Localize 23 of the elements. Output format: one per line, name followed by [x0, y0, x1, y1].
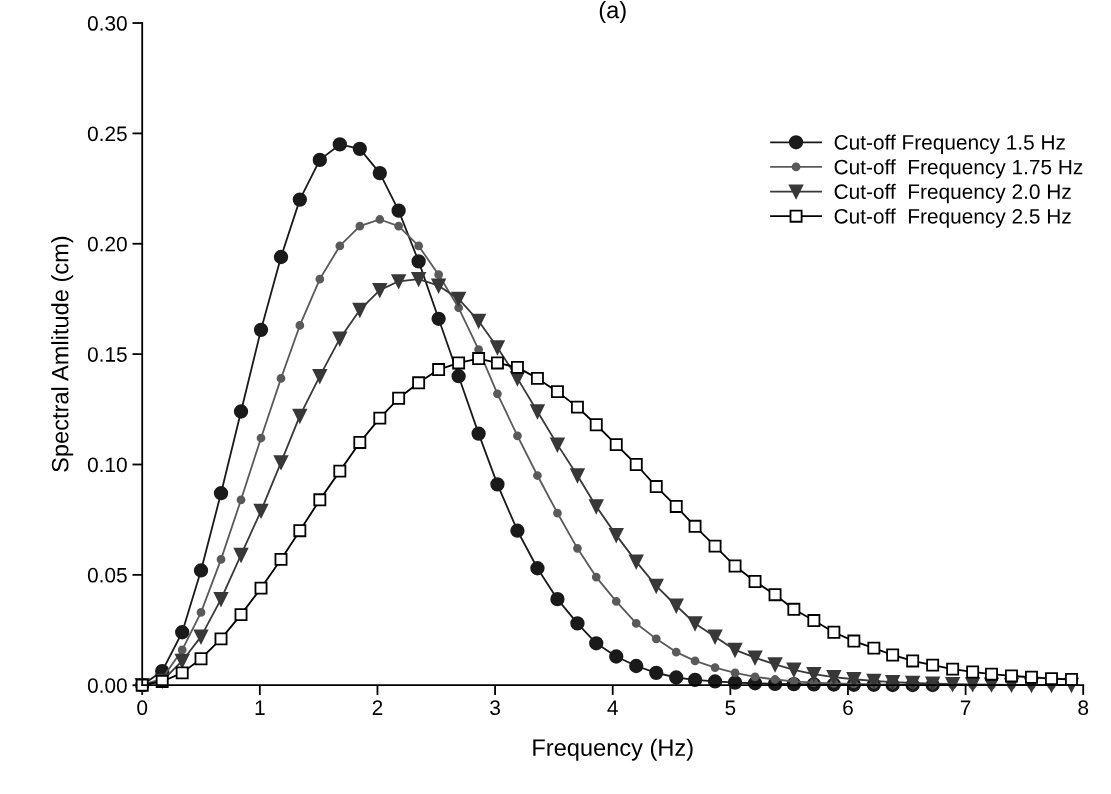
y-axis-title: Spectral Amlitude (cm) [51, 236, 74, 472]
x-tick-label: 7 [960, 700, 971, 715]
y-tick-label: 0.10 [87, 457, 127, 473]
legend-label: Cut-off Frequency 1.75 Hz [834, 159, 1083, 179]
legend-label: Cut-off Frequency 2.0 Hz [834, 183, 1071, 204]
y-tick-label: 0.15 [87, 347, 127, 362]
y-tick-label: 0.05 [87, 567, 127, 583]
y-tick-label: 0.20 [87, 236, 127, 252]
legend-label: Cut-off Frequency 2.5 Hz [834, 208, 1071, 228]
x-tick-label: 4 [607, 700, 618, 715]
y-tick-label: 0.25 [87, 126, 127, 142]
x-tick-label: 1 [255, 700, 265, 715]
x-tick-label: 6 [843, 700, 853, 716]
x-axis-title: Frequency (Hz) [533, 738, 693, 761]
x-tick-label: 8 [1078, 700, 1089, 716]
x-tick-label: 2 [372, 700, 383, 715]
chart-title: (a) [599, 1, 626, 24]
y-tick-label: 0.00 [87, 678, 127, 693]
x-tick-label: 0 [137, 700, 148, 716]
y-tick-label: 0.30 [87, 16, 127, 31]
legend-label: Cut-off Frequency 1.5 Hz [834, 134, 1065, 154]
x-tick-label: 5 [725, 700, 736, 716]
x-tick-label: 3 [490, 700, 500, 716]
